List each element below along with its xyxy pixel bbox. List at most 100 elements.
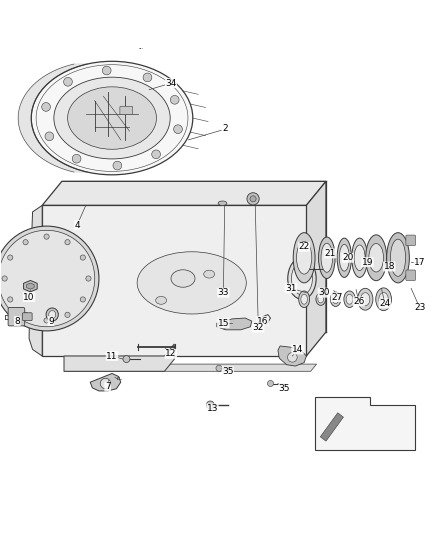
Ellipse shape bbox=[357, 288, 373, 310]
Text: 7: 7 bbox=[105, 382, 110, 391]
Ellipse shape bbox=[354, 245, 365, 271]
Ellipse shape bbox=[346, 294, 353, 304]
Circle shape bbox=[152, 150, 160, 159]
Ellipse shape bbox=[321, 243, 332, 272]
Text: 13: 13 bbox=[207, 404, 218, 413]
Ellipse shape bbox=[330, 292, 341, 306]
Circle shape bbox=[219, 320, 228, 328]
Circle shape bbox=[80, 297, 85, 302]
Ellipse shape bbox=[137, 252, 246, 314]
Ellipse shape bbox=[352, 238, 367, 277]
Polygon shape bbox=[320, 413, 343, 441]
Circle shape bbox=[123, 356, 130, 362]
Polygon shape bbox=[42, 205, 306, 356]
Circle shape bbox=[216, 365, 222, 372]
Polygon shape bbox=[24, 280, 37, 292]
Circle shape bbox=[268, 381, 274, 386]
Polygon shape bbox=[18, 64, 87, 172]
Text: 34: 34 bbox=[165, 79, 177, 87]
Circle shape bbox=[206, 401, 214, 409]
Text: 22: 22 bbox=[299, 243, 310, 252]
Ellipse shape bbox=[155, 296, 166, 304]
Polygon shape bbox=[64, 364, 317, 372]
Circle shape bbox=[102, 66, 111, 75]
Circle shape bbox=[44, 318, 49, 323]
Ellipse shape bbox=[49, 311, 56, 318]
Circle shape bbox=[23, 312, 28, 318]
Text: 26: 26 bbox=[353, 297, 364, 306]
Ellipse shape bbox=[390, 239, 406, 276]
Polygon shape bbox=[278, 346, 306, 366]
Text: 14: 14 bbox=[292, 345, 303, 354]
Circle shape bbox=[86, 276, 91, 281]
Circle shape bbox=[113, 161, 122, 170]
Ellipse shape bbox=[387, 233, 410, 283]
FancyBboxPatch shape bbox=[406, 270, 416, 280]
Polygon shape bbox=[217, 318, 252, 330]
FancyBboxPatch shape bbox=[120, 106, 133, 115]
Ellipse shape bbox=[369, 244, 384, 272]
Ellipse shape bbox=[376, 288, 392, 311]
Text: 20: 20 bbox=[342, 253, 353, 262]
Text: 2: 2 bbox=[223, 125, 228, 133]
Circle shape bbox=[173, 125, 182, 134]
Ellipse shape bbox=[293, 233, 315, 283]
Text: 15: 15 bbox=[218, 319, 229, 328]
Circle shape bbox=[288, 352, 297, 362]
Ellipse shape bbox=[339, 245, 350, 271]
Circle shape bbox=[80, 255, 85, 260]
Circle shape bbox=[64, 77, 72, 86]
Circle shape bbox=[130, 38, 136, 44]
Ellipse shape bbox=[344, 291, 355, 308]
Text: 27: 27 bbox=[331, 293, 343, 302]
Text: 18: 18 bbox=[384, 262, 395, 271]
Ellipse shape bbox=[318, 237, 335, 279]
Circle shape bbox=[143, 73, 152, 82]
Circle shape bbox=[0, 226, 99, 331]
Polygon shape bbox=[258, 314, 271, 327]
Text: 9: 9 bbox=[48, 317, 54, 326]
Circle shape bbox=[23, 240, 28, 245]
Text: 12: 12 bbox=[165, 349, 177, 358]
Text: 35: 35 bbox=[279, 384, 290, 393]
FancyBboxPatch shape bbox=[8, 308, 25, 326]
Circle shape bbox=[170, 95, 179, 104]
Circle shape bbox=[0, 230, 95, 327]
Text: 10: 10 bbox=[23, 293, 35, 302]
Ellipse shape bbox=[318, 296, 324, 303]
Ellipse shape bbox=[54, 77, 170, 159]
Text: 24: 24 bbox=[379, 299, 391, 308]
Text: 8: 8 bbox=[14, 317, 20, 326]
Ellipse shape bbox=[31, 61, 193, 175]
Text: 21: 21 bbox=[325, 249, 336, 258]
Polygon shape bbox=[315, 398, 416, 450]
Text: 31: 31 bbox=[285, 284, 297, 293]
Text: 30: 30 bbox=[318, 288, 329, 297]
Circle shape bbox=[100, 378, 111, 389]
Text: 16: 16 bbox=[257, 317, 268, 326]
Text: 17: 17 bbox=[414, 257, 426, 266]
Ellipse shape bbox=[379, 293, 389, 306]
Text: 11: 11 bbox=[106, 351, 118, 360]
Circle shape bbox=[45, 132, 54, 141]
Circle shape bbox=[7, 255, 13, 260]
Circle shape bbox=[250, 196, 256, 202]
Circle shape bbox=[42, 102, 50, 111]
Polygon shape bbox=[64, 344, 174, 372]
FancyBboxPatch shape bbox=[406, 235, 416, 246]
Text: 33: 33 bbox=[218, 288, 229, 297]
Circle shape bbox=[72, 155, 81, 163]
Ellipse shape bbox=[218, 201, 227, 205]
Text: 35: 35 bbox=[222, 367, 233, 376]
Text: 32: 32 bbox=[253, 323, 264, 332]
Ellipse shape bbox=[366, 235, 387, 281]
Polygon shape bbox=[306, 181, 326, 356]
Ellipse shape bbox=[67, 87, 156, 149]
Polygon shape bbox=[27, 283, 34, 289]
Ellipse shape bbox=[332, 295, 339, 304]
Circle shape bbox=[7, 297, 13, 302]
Ellipse shape bbox=[204, 270, 215, 278]
Text: 23: 23 bbox=[414, 303, 426, 312]
Ellipse shape bbox=[291, 262, 312, 295]
FancyBboxPatch shape bbox=[22, 313, 32, 321]
